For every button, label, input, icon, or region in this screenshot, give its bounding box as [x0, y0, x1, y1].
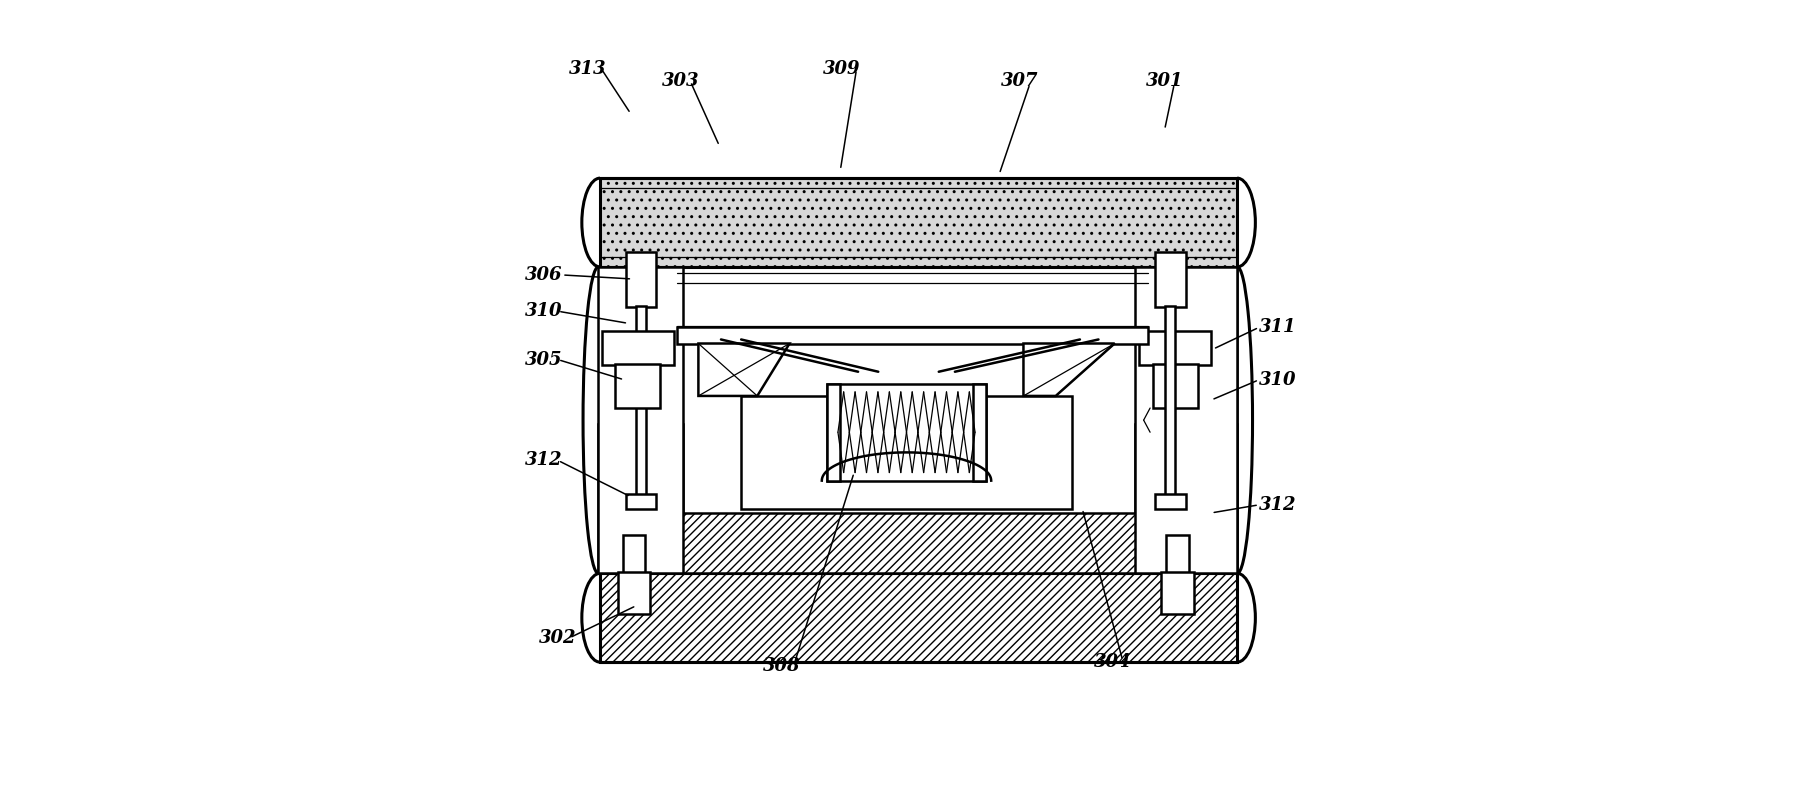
Text: 313: 313 — [569, 61, 607, 78]
Bar — [1139, 331, 1211, 365]
Text: 312: 312 — [1258, 496, 1296, 514]
Bar — [827, 384, 986, 481]
Bar — [1155, 252, 1186, 307]
Bar — [1135, 267, 1236, 574]
Bar — [600, 267, 676, 574]
Bar — [600, 574, 1236, 662]
Bar — [827, 384, 839, 481]
Text: 304: 304 — [1093, 653, 1131, 671]
Bar — [676, 327, 1148, 343]
Bar — [598, 424, 684, 574]
Text: 310: 310 — [524, 302, 562, 320]
Bar — [618, 572, 651, 614]
Bar — [598, 267, 684, 574]
Bar — [1148, 267, 1236, 574]
Text: 306: 306 — [524, 266, 562, 284]
Text: 303: 303 — [662, 73, 700, 90]
Bar — [1135, 424, 1236, 574]
Bar — [1162, 572, 1193, 614]
Text: 312: 312 — [524, 452, 562, 469]
Text: 307: 307 — [1001, 73, 1039, 90]
Bar — [676, 513, 1148, 574]
Bar — [1155, 494, 1186, 509]
Text: 305: 305 — [524, 351, 562, 368]
Bar — [974, 384, 986, 481]
Text: 302: 302 — [538, 629, 577, 647]
Text: 301: 301 — [1146, 73, 1184, 90]
Bar — [625, 252, 656, 307]
Bar — [742, 396, 1071, 509]
Bar — [622, 535, 645, 574]
Text: 311: 311 — [1258, 318, 1296, 336]
Bar — [1166, 535, 1189, 574]
Text: 309: 309 — [823, 61, 861, 78]
Bar — [615, 364, 660, 408]
Bar — [636, 305, 645, 497]
Polygon shape — [1024, 343, 1115, 396]
Bar — [602, 331, 674, 365]
Bar — [676, 267, 1148, 574]
Polygon shape — [698, 343, 789, 396]
Bar — [1153, 364, 1198, 408]
Bar — [1166, 305, 1175, 497]
Bar — [600, 178, 1236, 267]
Text: 310: 310 — [1258, 371, 1296, 389]
Bar — [625, 494, 656, 509]
Text: 308: 308 — [763, 657, 800, 675]
